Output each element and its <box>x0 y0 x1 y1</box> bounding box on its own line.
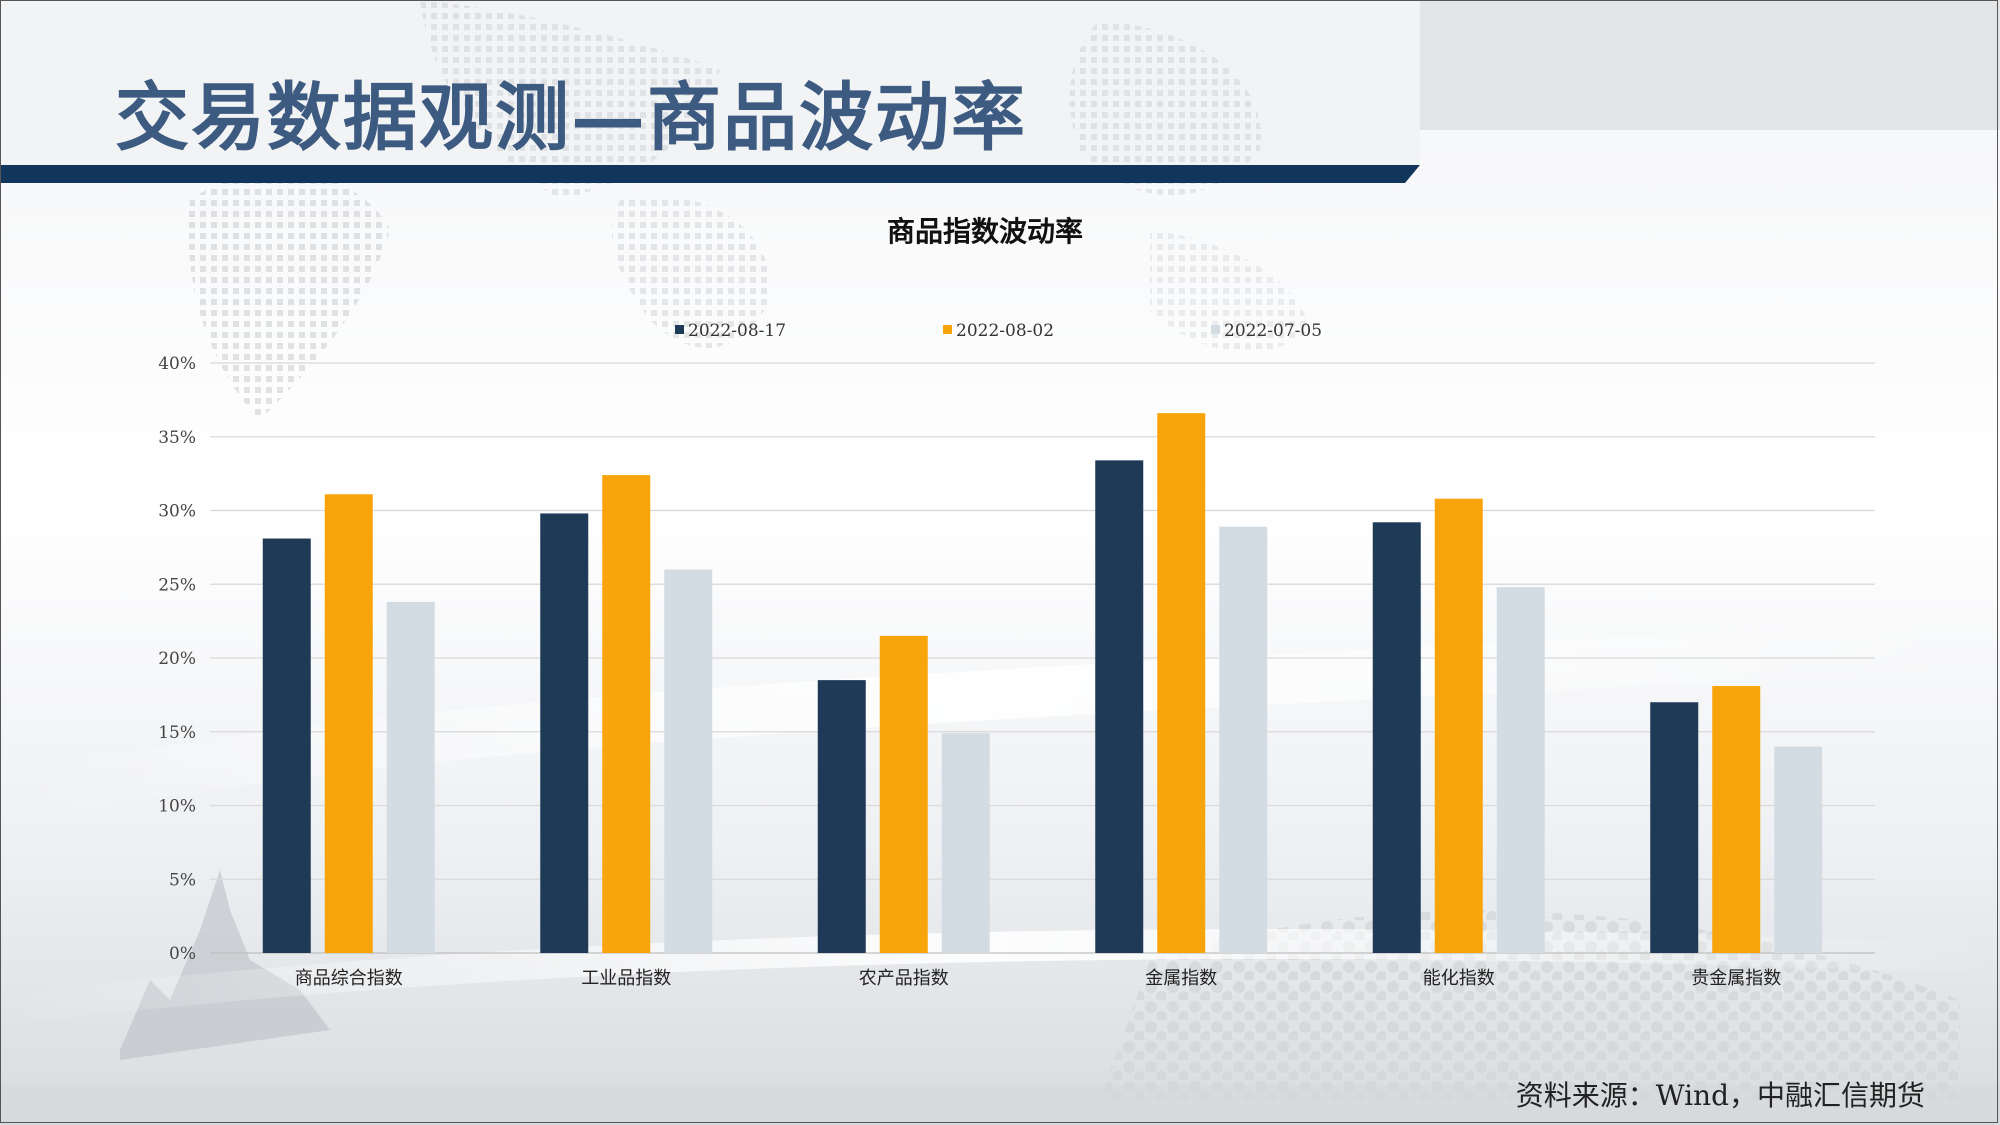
bar <box>1095 460 1144 953</box>
bar <box>664 569 713 953</box>
bar <box>324 494 373 953</box>
y-tick-label: 40% <box>158 354 196 374</box>
bar <box>1219 526 1268 953</box>
bar <box>1712 686 1761 953</box>
y-tick-label: 10% <box>158 797 196 817</box>
bar <box>1434 498 1483 953</box>
bar <box>879 635 928 953</box>
y-tick-label: 20% <box>158 649 196 669</box>
page-title: 交易数据观测—商品波动率 <box>115 75 1027 161</box>
bar <box>1496 587 1545 953</box>
bar <box>1774 746 1823 953</box>
y-tick-label: 30% <box>158 502 196 522</box>
x-tick-label: 农产品指数 <box>859 968 949 989</box>
bar <box>817 680 866 953</box>
bar <box>262 538 311 953</box>
legend-label: 2022-08-17 <box>688 321 786 341</box>
bar <box>941 733 990 953</box>
x-tick-label: 金属指数 <box>1145 968 1217 989</box>
chart-title: 商品指数波动率 <box>886 215 1083 248</box>
legend-swatch <box>1211 325 1220 334</box>
legend-swatch <box>943 325 952 334</box>
bar <box>540 513 589 953</box>
y-tick-label: 25% <box>158 575 196 595</box>
legend-label: 2022-07-05 <box>1224 321 1322 341</box>
bar <box>1372 522 1421 953</box>
bar <box>1650 702 1699 953</box>
title-underline-bar <box>0 165 1420 183</box>
y-tick-label: 5% <box>169 870 196 890</box>
bar <box>602 475 651 953</box>
x-tick-label: 能化指数 <box>1423 968 1495 989</box>
y-tick-label: 35% <box>158 428 196 448</box>
bar <box>1157 413 1206 953</box>
bar <box>386 601 435 953</box>
x-tick-label: 商品综合指数 <box>295 968 403 989</box>
y-tick-label: 0% <box>169 944 196 964</box>
x-tick-label: 贵金属指数 <box>1691 968 1781 989</box>
y-tick-label: 15% <box>158 723 196 743</box>
legend-label: 2022-08-02 <box>956 321 1054 341</box>
source-note: 资料来源：Wind，中融汇信期货 <box>1515 1079 1925 1112</box>
legend-swatch <box>675 325 684 334</box>
x-tick-label: 工业品指数 <box>581 968 671 989</box>
